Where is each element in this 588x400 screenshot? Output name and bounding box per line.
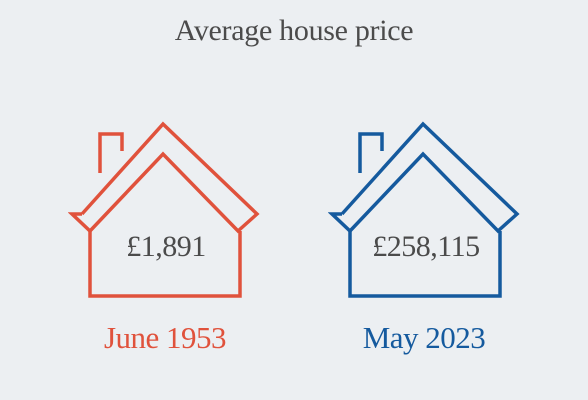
house-icon [68, 121, 260, 298]
price-2023: £258,115 [372, 230, 480, 263]
price-1953: £1,891 [126, 230, 206, 263]
page-title: Average house price [174, 14, 414, 47]
house-2023: £258,115 [328, 118, 524, 304]
date-2023: May 2023 [362, 320, 486, 355]
house-1953: £1,891 [68, 118, 264, 304]
house-icon [328, 121, 520, 298]
date-1953: June 1953 [103, 320, 227, 355]
